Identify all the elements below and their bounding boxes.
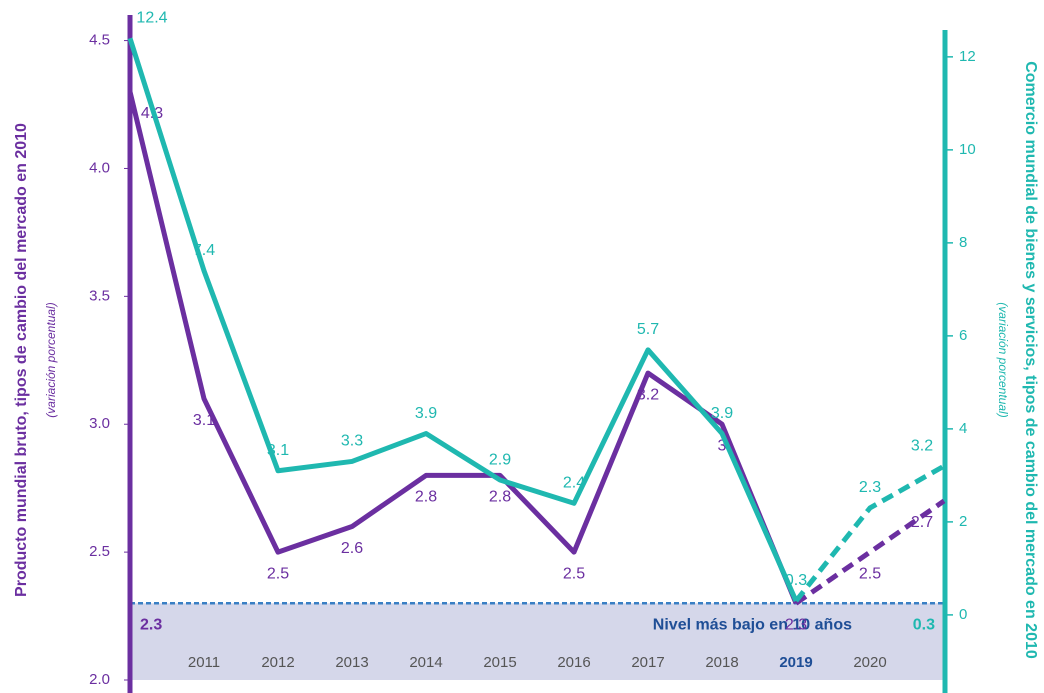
y2-tick-label: 12	[959, 48, 976, 65]
x-tick-label: 2013	[335, 654, 368, 671]
y2-tick-label: 10	[959, 141, 976, 158]
x-tick-label: 2011	[188, 654, 220, 671]
x-tick-label: 2015	[483, 654, 516, 671]
y-tick-label: 2.0	[89, 671, 110, 688]
data-label: 2.3	[859, 479, 881, 496]
y-tick-label: 2.5	[89, 543, 110, 560]
y-tick-label: 3.5	[89, 287, 110, 304]
data-label: 3.3	[341, 433, 363, 450]
y2-tick-label: 6	[959, 327, 967, 344]
y-tick-label: 4.5	[89, 32, 110, 49]
data-label: 3.1	[267, 442, 289, 459]
data-label: 2.9	[489, 451, 511, 468]
data-label: 2.6	[341, 540, 363, 557]
y-tick-label: 4.0	[89, 159, 110, 176]
line	[127, 91, 799, 605]
y2-axis-label: Comercio mundial de bienes y servicios, …	[1022, 61, 1039, 659]
low-band	[130, 603, 945, 680]
y-tick-label: 3.0	[89, 415, 110, 432]
y2-tick-label: 4	[959, 420, 967, 437]
y-axis-label: Producto mundial bruto, tipos de cambio …	[13, 123, 30, 597]
data-label: 2.5	[859, 565, 881, 582]
low-y2-value: 0.3	[913, 616, 935, 633]
x-tick-label: 2018	[705, 654, 738, 671]
y2-tick-label: 0	[959, 606, 967, 623]
x-tick-label: 2012	[261, 654, 294, 671]
low-label: Nivel más bajo en 10 años	[653, 616, 852, 633]
y2-tick-label: 2	[959, 513, 967, 530]
x-tick-label: 2016	[557, 654, 590, 671]
low-value: 2.3	[140, 616, 162, 633]
y-axis-sublabel: (variación porcentual)	[44, 302, 58, 417]
data-label: 3.9	[711, 405, 733, 422]
data-label: 3.2	[637, 386, 659, 403]
data-label: 2.4	[563, 475, 585, 492]
x-tick-label: 2014	[409, 654, 442, 671]
line-projection	[794, 463, 946, 603]
line-projection	[794, 498, 946, 606]
data-label: 3.1	[193, 412, 215, 429]
data-label: 3	[718, 437, 727, 454]
data-label: 2.8	[489, 489, 511, 506]
data-label: 2.5	[267, 565, 289, 582]
data-label: 7.4	[193, 242, 215, 259]
data-label: 12.4	[136, 9, 167, 26]
y2-axis-sublabel: (variación porcentual)	[996, 302, 1010, 417]
data-label: 2.7	[911, 514, 933, 531]
x-tick-label: 2019	[779, 654, 812, 671]
x-tick-label: 2017	[631, 654, 664, 671]
data-label: 2.3	[785, 616, 807, 633]
data-label: 3.2	[911, 437, 933, 454]
x-tick-label: 2020	[853, 654, 886, 671]
data-label: 2.5	[563, 565, 585, 582]
line	[127, 37, 799, 602]
data-label: 2.8	[415, 489, 437, 506]
y2-tick-label: 8	[959, 234, 967, 251]
data-label: 3.9	[415, 405, 437, 422]
data-label: 0.3	[785, 572, 807, 589]
data-label: 5.7	[637, 321, 659, 338]
